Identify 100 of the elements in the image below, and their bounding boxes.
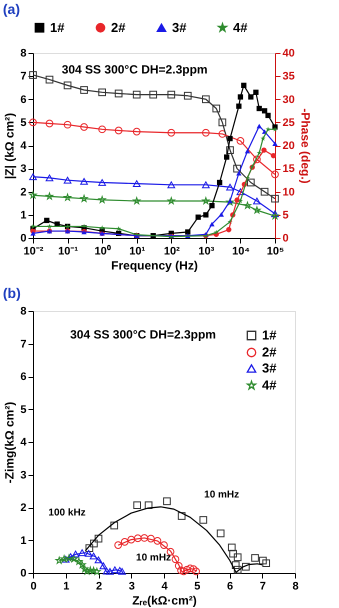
point [90, 566, 98, 574]
point [262, 559, 270, 568]
x-tick-label: 8 [292, 580, 299, 592]
y-tick-label: 8 [20, 306, 26, 318]
legend-label: 4# [262, 378, 278, 392]
point [133, 501, 141, 510]
point [78, 549, 86, 556]
point [70, 555, 78, 562]
point [228, 544, 236, 552]
point [199, 516, 208, 524]
point [114, 541, 122, 550]
y-tick-label: 0 [20, 232, 26, 244]
point [229, 550, 237, 558]
annotation: 10 mHz [136, 552, 172, 564]
legend-label: 4# [233, 20, 248, 35]
x-tick-label: 10² [164, 246, 180, 258]
point [90, 540, 98, 548]
point [118, 568, 126, 575]
x-tick-label: 10⁴ [232, 246, 250, 258]
y2-tick-label: 0 [282, 232, 289, 244]
x-tick-label: 10⁵ [266, 246, 284, 258]
y2-axis-title: -Phase (deg.) [298, 108, 313, 184]
point [140, 534, 148, 542]
point [56, 556, 63, 564]
point [186, 564, 194, 572]
point [102, 568, 111, 574]
y-tick-label: 5 [20, 116, 26, 129]
legend-label: 2# [111, 20, 126, 35]
point [90, 552, 98, 560]
y-tick-label: 5 [20, 404, 26, 416]
y2-tick-label: 25 [282, 116, 295, 129]
x-tick-label: 10⁻¹ [58, 246, 78, 258]
legend-label: 3# [172, 20, 188, 35]
point [94, 556, 102, 564]
point [172, 555, 180, 564]
y-tick-label: 1 [20, 209, 26, 222]
point [178, 512, 186, 520]
x-tick-label: 0 [30, 580, 37, 592]
y-tick-label: 7 [20, 338, 26, 350]
legend-label: 1# [50, 20, 66, 35]
legend-label: 2# [262, 344, 278, 360]
point [234, 566, 242, 574]
y-axis-title: |Z| (kΩ cm²) [2, 112, 16, 180]
y2-tick-label: 35 [282, 70, 295, 83]
x-tick-label: 3 [128, 580, 135, 592]
point [110, 522, 118, 530]
point [259, 556, 267, 564]
point [100, 562, 108, 570]
y-tick-label: 8 [20, 48, 26, 60]
y2-tick-label: 10 [282, 186, 295, 198]
point [232, 561, 240, 569]
y-axis-title: -Zimg(kΩ cm²) [2, 402, 16, 484]
point [154, 537, 162, 545]
x-tick-label: 4 [161, 580, 168, 592]
annotation: 100 kHz [48, 508, 86, 519]
point [120, 538, 129, 546]
point [93, 568, 101, 575]
x-tick-label: 7 [260, 580, 266, 592]
y2-tick-label: 40 [282, 48, 295, 60]
point [234, 553, 242, 562]
y2-tick-label: 15 [282, 163, 295, 176]
x-tick-label: 5 [194, 580, 200, 592]
x-axis-title: Zᵣₑ(kΩ·cm²) [132, 594, 197, 608]
point [94, 534, 102, 542]
y-tick-label: 4 [20, 436, 28, 448]
y2-tick-label: 5 [282, 209, 289, 222]
point [62, 556, 70, 563]
y-tick-label: 4 [20, 140, 28, 152]
x-tick-label: 10⁻² [24, 246, 44, 258]
point [147, 534, 155, 542]
x-tick-label: 2 [96, 580, 102, 592]
x-tick-label: 1 [63, 580, 70, 592]
y2-tick-label: 20 [282, 140, 295, 152]
y2-tick-label: 30 [282, 94, 295, 106]
point [177, 566, 185, 574]
point [163, 497, 171, 506]
y-tick-label: 2 [20, 502, 26, 514]
x-axis-title: Frequency (Hz) [111, 258, 198, 272]
annotation: 10 mHz [204, 489, 240, 500]
annotation: 304 SS 300°C DH=2.3ppm [70, 328, 216, 342]
y-tick-label: 1 [20, 534, 26, 547]
point [251, 554, 259, 562]
point [242, 562, 250, 571]
point [111, 566, 119, 574]
point [134, 534, 142, 542]
x-tick-label: 6 [226, 580, 234, 592]
y-tick-label: 6 [20, 371, 26, 383]
x-tick-label: 10¹ [129, 246, 146, 258]
y-tick-label: 7 [20, 70, 26, 83]
point [216, 530, 225, 538]
point [116, 566, 124, 574]
point [160, 541, 168, 550]
chart-title: (b) [2, 285, 21, 301]
annotation: 304 SS 300°C DH=2.3ppm [62, 62, 208, 77]
x-tick-label: 10⁰ [94, 244, 111, 258]
y-tick-label: 0 [20, 568, 26, 580]
chart-title: (a) [2, 1, 20, 17]
point [75, 558, 83, 565]
point [86, 566, 94, 574]
y-tick-label: 6 [20, 94, 26, 106]
